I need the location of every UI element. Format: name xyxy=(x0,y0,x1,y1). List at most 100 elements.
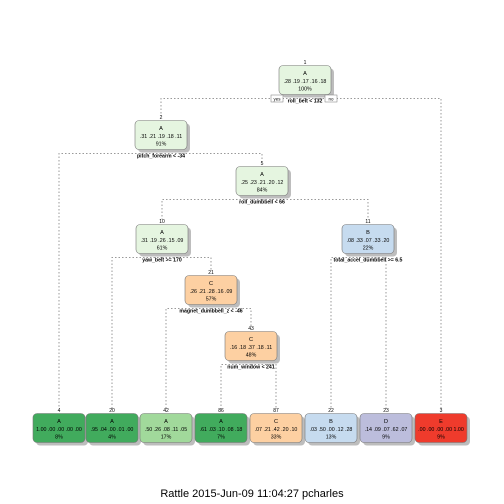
node-class: E xyxy=(439,419,443,425)
no-badge: no xyxy=(324,94,338,103)
node-number: 23 xyxy=(383,408,389,414)
badge-box xyxy=(270,94,284,103)
node-number: 20 xyxy=(109,408,115,414)
node-split-rule: magnet_dumbbell_z < -46 xyxy=(179,309,242,315)
tree-node-43: 43 C .16 .18 .37 .18 .11 48% num_window < 24… xyxy=(224,326,280,371)
node-split-rule: roll_dumbbell < 66 xyxy=(239,200,285,206)
tree-edge xyxy=(160,98,305,116)
node-split-rule: roll_belt < 132 xyxy=(288,99,323,105)
node-class: C xyxy=(209,281,213,287)
tree-edge xyxy=(161,153,263,162)
yes-badge: yes xyxy=(270,94,284,103)
node-probs: .03 .50 .00 .12 .28 xyxy=(310,427,353,433)
node-pct: 84% xyxy=(257,188,268,194)
tree-node-86: 86 A .61 .03 .10 .08 .18 7% xyxy=(194,408,250,446)
node-probs: 1.00 .00 .00 .00 .00 xyxy=(36,427,82,433)
node-pct: 61% xyxy=(157,246,168,252)
node-number: 10 xyxy=(159,219,165,225)
node-probs: .31 .21 .19 .18 .11 xyxy=(140,134,182,140)
node-probs: .16 .18 .37 .18 .11 xyxy=(230,345,272,351)
node-probs: .14 .09 .07 .62 .07 xyxy=(365,427,408,433)
node-box xyxy=(224,331,278,361)
node-box xyxy=(134,120,188,150)
tree-node-2: 2 A .31 .21 .19 .18 .11 91% pitch_forearm < … xyxy=(134,115,190,160)
tree-node-11: 11 B .08 .33 .07 .33 .20 22% total_accel_dum… xyxy=(334,219,403,264)
node-pct: 17% xyxy=(161,435,172,441)
tree-edge xyxy=(165,308,211,409)
node-box xyxy=(139,413,193,443)
node-probs: .07 .21 .42 .20 .10 xyxy=(255,427,298,433)
tree-node-87: 87 C .07 .21 .42 .20 .10 33% xyxy=(249,408,305,446)
node-pct: 7% xyxy=(217,435,225,441)
node-probs: .31 .19 .26 .15 .09 xyxy=(141,238,184,244)
node-pct: 91% xyxy=(156,142,167,148)
node-pct: 57% xyxy=(206,297,217,303)
tree-edge xyxy=(211,308,252,327)
node-pct: 8% xyxy=(55,435,63,441)
node-split-rule: total_accel_dumbbell >= 6.5 xyxy=(334,258,403,264)
node-number: 87 xyxy=(273,408,279,414)
node-box xyxy=(249,413,303,443)
tree-edge xyxy=(220,364,251,409)
tree-edges xyxy=(58,98,442,409)
tree-edge xyxy=(162,257,212,271)
tree-node-5: 5 A .25 .23 .21 .20 .12 84% roll_dumbbell < … xyxy=(235,161,291,206)
node-number: 21 xyxy=(208,270,214,276)
tree-node-1: 1 A .28 .19 .17 .16 .18 100% roll_belt < 132 xyxy=(278,60,334,105)
tree-edge xyxy=(111,257,162,409)
tree-node-22: 22 B .03 .50 .00 .12 .28 13% xyxy=(304,408,360,446)
node-class: A xyxy=(260,172,264,178)
node-number: 1 xyxy=(304,60,307,66)
node-box xyxy=(341,224,395,254)
tree-node-10: 10 A .31 .19 .26 .15 .09 61% yaw_belt >= 170 xyxy=(135,219,191,264)
tree-edge xyxy=(262,199,369,220)
node-probs: .26 .21 .28 .16 .09 xyxy=(190,289,233,295)
node-pct: 9% xyxy=(437,435,445,441)
node-number: 43 xyxy=(248,326,254,332)
node-probs: .95 .04 .00 .01 .00 xyxy=(91,427,134,433)
node-box xyxy=(135,224,189,254)
node-class: A xyxy=(160,230,164,236)
node-class: B xyxy=(366,230,370,236)
node-class: A xyxy=(57,419,61,425)
tree-node-23: 23 D .14 .09 .07 .62 .07 9% xyxy=(359,408,415,446)
node-box xyxy=(359,413,413,443)
tree-node-20: 20 A .95 .04 .00 .01 .00 4% xyxy=(85,408,141,446)
node-class: B xyxy=(329,419,333,425)
node-number: 2 xyxy=(160,115,163,121)
node-split-rule: pitch_forearm < -34 xyxy=(137,154,185,160)
node-pct: 33% xyxy=(271,435,282,441)
badge-box xyxy=(324,94,338,103)
node-number: 42 xyxy=(163,408,169,414)
node-class: A xyxy=(110,419,114,425)
node-class: A xyxy=(164,419,168,425)
node-pct: 9% xyxy=(382,435,390,441)
tree-node-42: 42 A .50 .26 .08 .11 .05 17% xyxy=(139,408,195,446)
tree-edge xyxy=(58,153,161,409)
node-pct: 13% xyxy=(326,435,337,441)
node-number: 11 xyxy=(365,219,370,225)
node-probs: .00 .00 .00 .00 1.00 xyxy=(418,427,464,433)
node-box xyxy=(414,413,468,443)
node-pct: 48% xyxy=(246,353,257,359)
node-probs: .28 .19 .17 .16 .18 xyxy=(284,79,327,85)
node-split-rule: num_window < 241 xyxy=(227,365,275,371)
node-box xyxy=(304,413,358,443)
node-box xyxy=(278,65,332,95)
node-probs: .50 .26 .08 .11 .05 xyxy=(145,427,187,433)
tree-node-3: 3 E .00 .00 .00 .00 1.00 9% xyxy=(414,408,470,446)
node-number: 22 xyxy=(328,408,334,414)
node-class: A xyxy=(159,126,163,132)
node-box xyxy=(235,166,289,196)
tree-node-4: 4 A 1.00 .00 .00 .00 .00 8% xyxy=(32,408,88,446)
footer-caption: Rattle 2015-Jun-09 11:04:27 pcharles xyxy=(160,488,344,500)
node-class: A xyxy=(219,419,223,425)
node-box xyxy=(85,413,139,443)
node-box xyxy=(194,413,248,443)
tree-edge xyxy=(368,257,387,409)
node-class: C xyxy=(274,419,278,425)
tree-edge xyxy=(251,364,277,409)
node-probs: .08 .33 .07 .33 .20 xyxy=(347,238,390,244)
node-probs: .61 .03 .10 .08 .18 xyxy=(200,427,243,433)
node-box xyxy=(32,413,86,443)
